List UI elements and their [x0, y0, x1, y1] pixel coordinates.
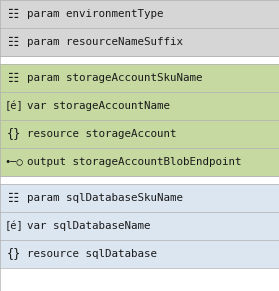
Text: {}: {}	[7, 127, 21, 141]
Text: resource sqlDatabase: resource sqlDatabase	[27, 249, 157, 259]
Text: ☷: ☷	[8, 72, 20, 84]
Bar	[0, 28, 279, 56]
Bar	[0, 56, 279, 64]
Bar	[0, 184, 279, 212]
Text: param environmentType: param environmentType	[27, 9, 163, 19]
Text: ☷: ☷	[8, 36, 20, 49]
Text: var storageAccountName: var storageAccountName	[27, 101, 170, 111]
Text: [é]: [é]	[5, 221, 23, 231]
Text: ☷: ☷	[8, 8, 20, 20]
Text: output storageAccountBlobEndpoint: output storageAccountBlobEndpoint	[27, 157, 242, 167]
Bar	[0, 120, 279, 148]
Bar	[0, 148, 279, 176]
Text: param sqlDatabaseSkuName: param sqlDatabaseSkuName	[27, 193, 183, 203]
Bar	[0, 176, 279, 184]
Bar	[0, 64, 279, 92]
Text: param resourceNameSuffix: param resourceNameSuffix	[27, 37, 183, 47]
Text: var sqlDatabaseName: var sqlDatabaseName	[27, 221, 150, 231]
Text: ☷: ☷	[8, 191, 20, 205]
Text: resource storageAccount: resource storageAccount	[27, 129, 177, 139]
Bar	[0, 240, 279, 268]
Text: param storageAccountSkuName: param storageAccountSkuName	[27, 73, 203, 83]
Bar	[0, 0, 279, 28]
Bar	[0, 212, 279, 240]
Bar	[0, 92, 279, 120]
Text: [é]: [é]	[5, 101, 23, 111]
Text: {}: {}	[7, 248, 21, 260]
Text: •─○: •─○	[5, 157, 23, 167]
